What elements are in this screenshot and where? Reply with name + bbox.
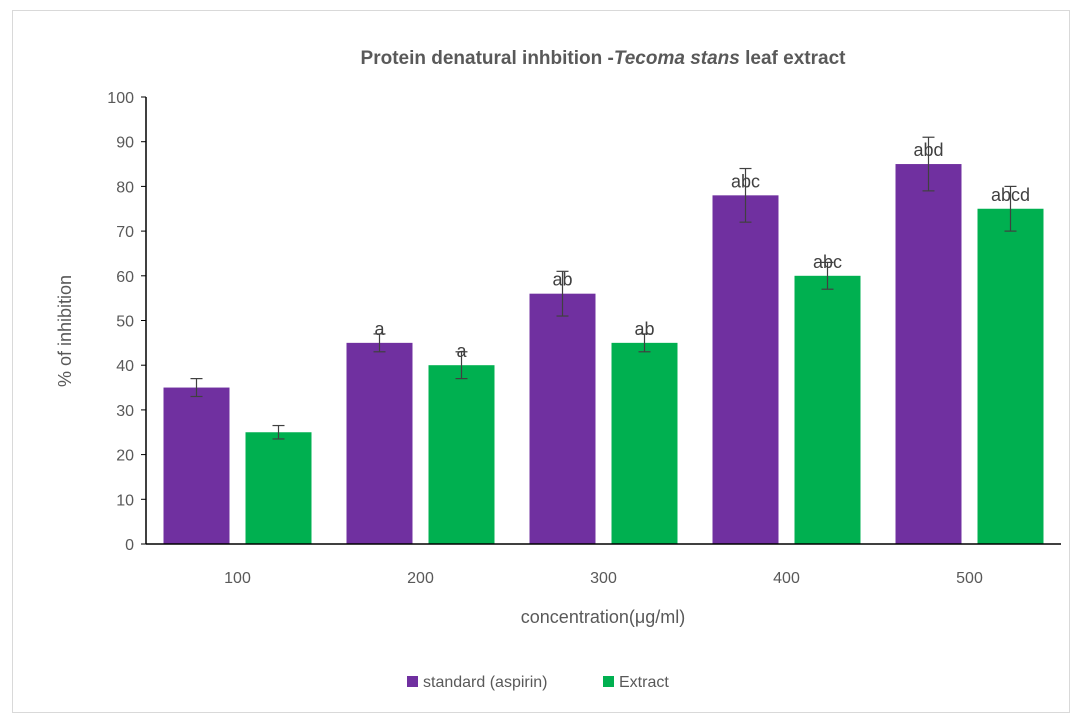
x-tick-label: 400: [773, 570, 800, 587]
y-tick-label: 100: [107, 90, 134, 107]
y-tick-label: 40: [116, 358, 134, 375]
bar-standard-300: [529, 293, 596, 544]
bar-standard-200: [346, 342, 413, 544]
legend-label: standard (aspirin): [423, 674, 548, 691]
error-bar: [922, 136, 935, 192]
legend: standard (aspirin) Extract: [407, 674, 669, 691]
bar-standard-500: [895, 164, 962, 545]
error-bar: [272, 424, 285, 440]
x-axis-title: concentration(μg/ml): [521, 607, 685, 627]
error-bar: [455, 351, 468, 380]
y-tick-label: 90: [116, 135, 134, 152]
y-tick-label: 80: [116, 179, 134, 196]
error-bar: [556, 270, 569, 317]
significance-label: abcd: [991, 185, 1030, 205]
error-bar: [739, 167, 752, 223]
bar-extract-500: [977, 208, 1044, 544]
y-tick-label: 20: [116, 448, 134, 465]
y-tick-label: 0: [125, 537, 134, 554]
error-bar: [1004, 185, 1017, 232]
legend-label: Extract: [619, 674, 669, 691]
bar-standard-400: [712, 195, 779, 544]
bar-extract-400: [794, 275, 861, 544]
chart-title: Protein denatural inhbition -Tecoma stan…: [361, 48, 847, 69]
bar-standard-100: [163, 387, 230, 544]
y-tick-label: 50: [116, 314, 134, 331]
significance-label: ab: [634, 319, 654, 339]
bar-extract-300: [611, 342, 678, 544]
significance-label: a: [456, 341, 467, 361]
error-bar: [638, 333, 651, 353]
error-bar: [190, 378, 203, 398]
x-tick-label: 500: [956, 570, 983, 587]
y-tick-label: 60: [116, 269, 134, 286]
significance-label: abc: [813, 252, 842, 272]
x-tick-label: 300: [590, 570, 617, 587]
significance-label: a: [374, 319, 385, 339]
y-axis-title: % of inhibition: [55, 275, 75, 387]
bar-extract-200: [428, 365, 495, 544]
bar-chart: Protein denatural inhbition -Tecoma stan…: [55, 48, 1061, 691]
bar-extract-100: [245, 432, 312, 544]
legend-swatch: [603, 676, 614, 687]
significance-label: ab: [552, 270, 572, 290]
x-tick-label: 200: [407, 570, 434, 587]
y-tick-label: 10: [116, 492, 134, 509]
legend-swatch: [407, 676, 418, 687]
significance-label: abd: [913, 140, 943, 160]
chart-frame: Protein denatural inhbition -Tecoma stan…: [12, 10, 1070, 713]
error-bar: [373, 333, 386, 353]
x-tick-label: 100: [224, 570, 251, 587]
error-bar: [821, 261, 834, 290]
significance-label: abc: [731, 171, 760, 191]
y-tick-label: 70: [116, 224, 134, 241]
y-tick-label: 30: [116, 403, 134, 420]
